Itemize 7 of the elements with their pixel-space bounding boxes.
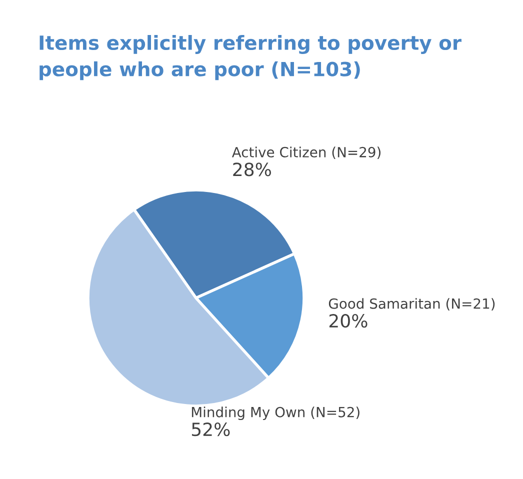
slice-label: Active Citizen (N=29) (232, 146, 380, 160)
data-label: 20% (329, 314, 368, 328)
slice-label: Good Samaritan (N=21) (328, 298, 495, 310)
data-label: 28% (233, 162, 271, 176)
slice-label: Minding My Own (N=52) (192, 406, 360, 420)
chart-title: Items explicitly referring to poverty or people who are poor (N=103) (40, 35, 462, 80)
data-label: 52% (192, 422, 230, 436)
